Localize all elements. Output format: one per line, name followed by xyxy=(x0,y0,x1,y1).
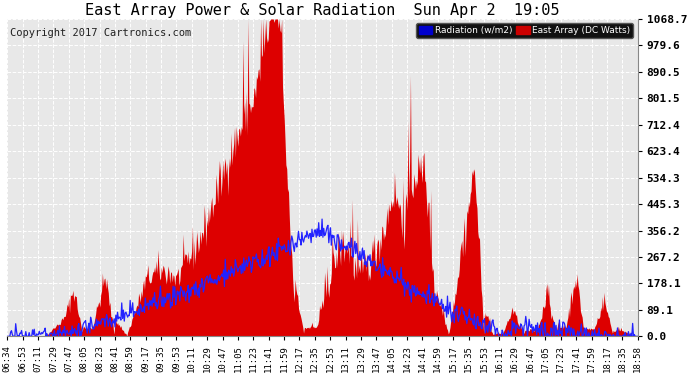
Text: Copyright 2017 Cartronics.com: Copyright 2017 Cartronics.com xyxy=(10,28,192,39)
Title: East Array Power & Solar Radiation  Sun Apr 2  19:05: East Array Power & Solar Radiation Sun A… xyxy=(86,3,560,18)
Legend: Radiation (w/m2), East Array (DC Watts): Radiation (w/m2), East Array (DC Watts) xyxy=(416,24,633,38)
